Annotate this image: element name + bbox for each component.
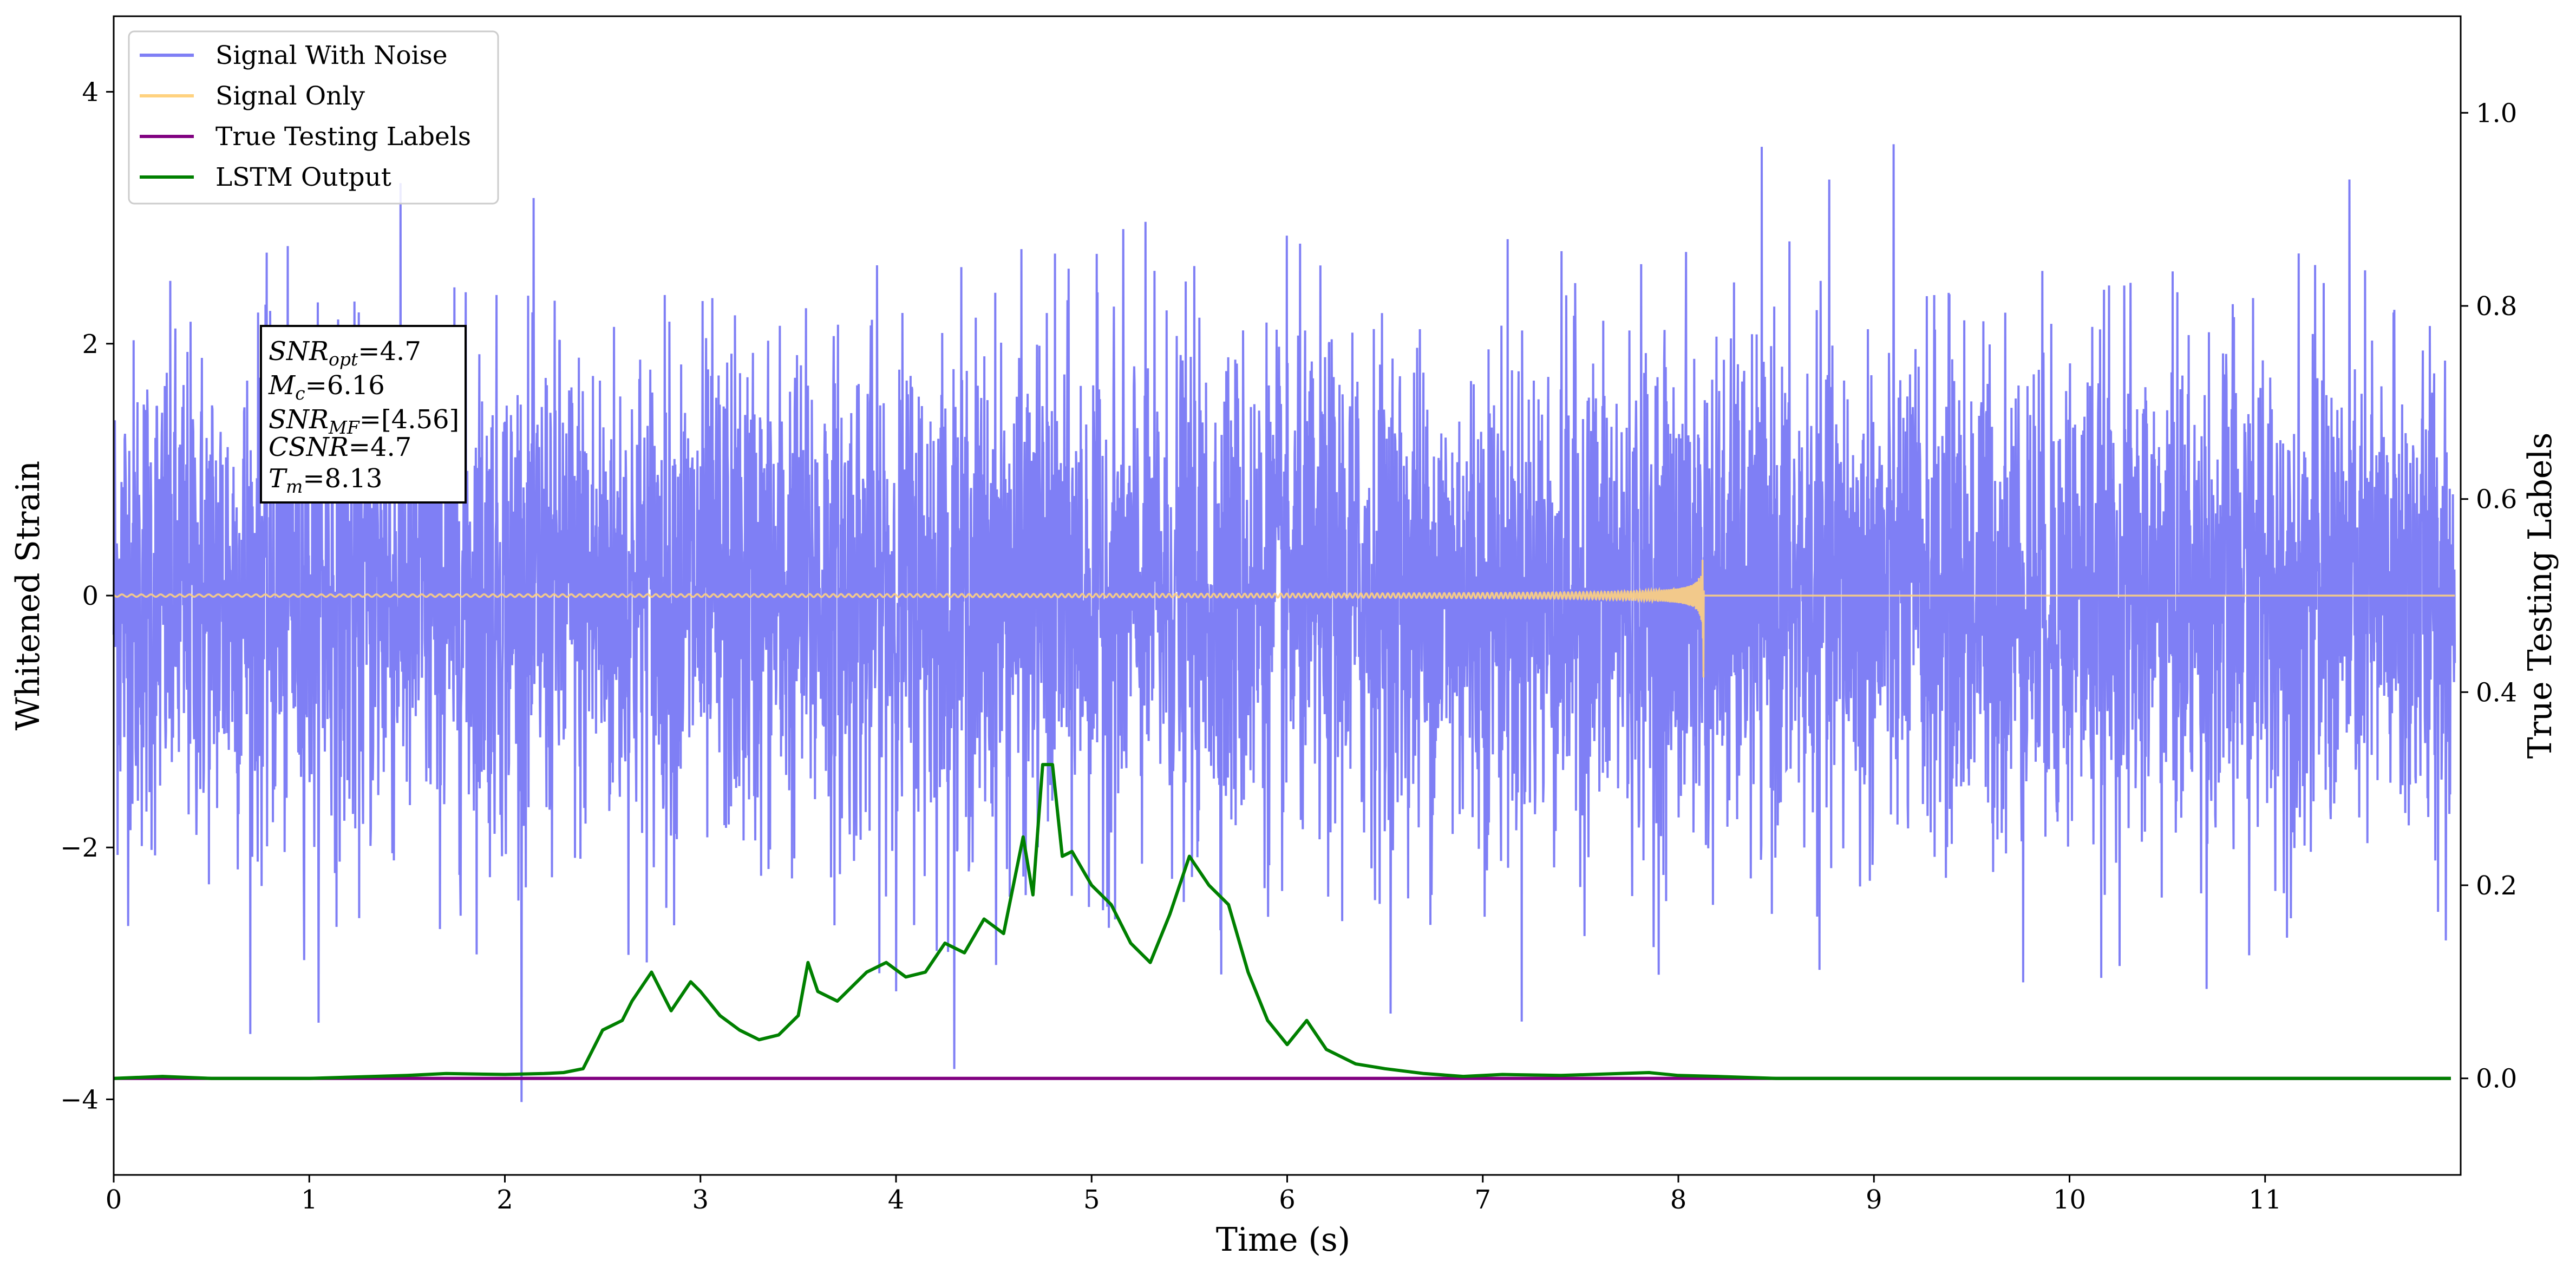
annotation-base: T: [269, 463, 287, 494]
y-axis-left: −4 −2 0 2 4: [60, 77, 114, 1115]
legend-frame: [128, 30, 499, 205]
annotation-base: M: [268, 370, 296, 401]
y2-tick-label: 0.4: [2476, 677, 2517, 708]
signal-with-noise-series: [113, 144, 2456, 1102]
y2-tick-label: 1.0: [2476, 98, 2517, 128]
signal-with-noise-line: [113, 144, 2456, 1102]
y-tick-label: 2: [82, 329, 99, 360]
annotation-sub: opt: [329, 349, 358, 370]
x-tick-label: 9: [1866, 1185, 1882, 1215]
annotation-line: SNRMF=[4.56]: [269, 404, 459, 438]
annotation-base: SNR: [269, 404, 329, 435]
annotation-base: SNR: [269, 336, 329, 367]
y-axis-title: Whitened Strain: [9, 461, 47, 730]
x-tick-label: 6: [1279, 1185, 1296, 1215]
y2-tick-label: 0.2: [2476, 871, 2517, 901]
y2-axis-title: True Testing Labels: [2521, 433, 2559, 759]
y2-tick-label: 0.0: [2476, 1064, 2517, 1094]
x-tick-label: 8: [1670, 1185, 1687, 1215]
x-tick-label: 3: [692, 1185, 709, 1215]
x-tick-label: 5: [1083, 1185, 1100, 1215]
annotation-value: =[4.56]: [359, 404, 460, 435]
annotation-sub: MF: [328, 417, 360, 438]
annotation-value: =4.7: [358, 336, 421, 367]
x-tick-label: 11: [2248, 1185, 2281, 1215]
y-tick-label: 0: [82, 581, 99, 611]
annotation-value: =8.13: [303, 463, 382, 494]
legend: Signal With Noise Signal Only True Testing…: [128, 30, 499, 205]
lstm-output-series: [113, 763, 2451, 1080]
annotation-value: =4.7: [349, 432, 412, 462]
x-axis-title: Time (s): [1216, 1221, 1350, 1259]
x-tick-label: 1: [301, 1185, 318, 1215]
y-tick-label: −2: [60, 833, 99, 863]
x-axis: 0 1 2 3 4 5 6 7 8 9 10 11: [106, 1175, 2281, 1215]
signal-only-series: [113, 559, 2455, 678]
annotation-line: Tm=8.13: [269, 463, 382, 497]
annotation-line: CSNR=4.7: [269, 432, 411, 462]
annotation-frame: [260, 325, 467, 504]
signal-only-line: [113, 559, 2455, 678]
x-tick-label: 7: [1474, 1185, 1491, 1215]
y2-tick-label: 0.8: [2476, 291, 2517, 322]
annotation-sub: c: [295, 383, 305, 404]
annotation-box: SNRopt=4.7 Mc=6.16 SNRMF=[4.56] CSNR=4.7…: [260, 325, 467, 504]
legend-label: True Testing Labels: [215, 122, 471, 152]
annotation-line: SNRopt=4.7: [269, 336, 421, 370]
annotation-base: CSNR: [269, 432, 349, 462]
legend-label: Signal With Noise: [215, 41, 448, 70]
x-tick-label: 10: [2053, 1185, 2086, 1215]
legend-label: LSTM Output: [215, 162, 391, 192]
y2-tick-label: 0.6: [2476, 485, 2517, 515]
x-tick-label: 4: [888, 1185, 905, 1215]
x-tick-label: 2: [496, 1185, 513, 1215]
annotation-line: Mc=6.16: [268, 370, 385, 404]
legend-label: Signal Only: [215, 81, 365, 111]
x-tick-label: 0: [106, 1185, 122, 1215]
y-tick-label: −4: [60, 1084, 99, 1115]
annotation-value: =6.16: [305, 370, 385, 401]
annotation-sub: m: [286, 476, 303, 497]
y-tick-label: 4: [82, 77, 99, 108]
y-axis-right: 0.0 0.2 0.4 0.6 0.8 1.0: [2461, 98, 2517, 1094]
